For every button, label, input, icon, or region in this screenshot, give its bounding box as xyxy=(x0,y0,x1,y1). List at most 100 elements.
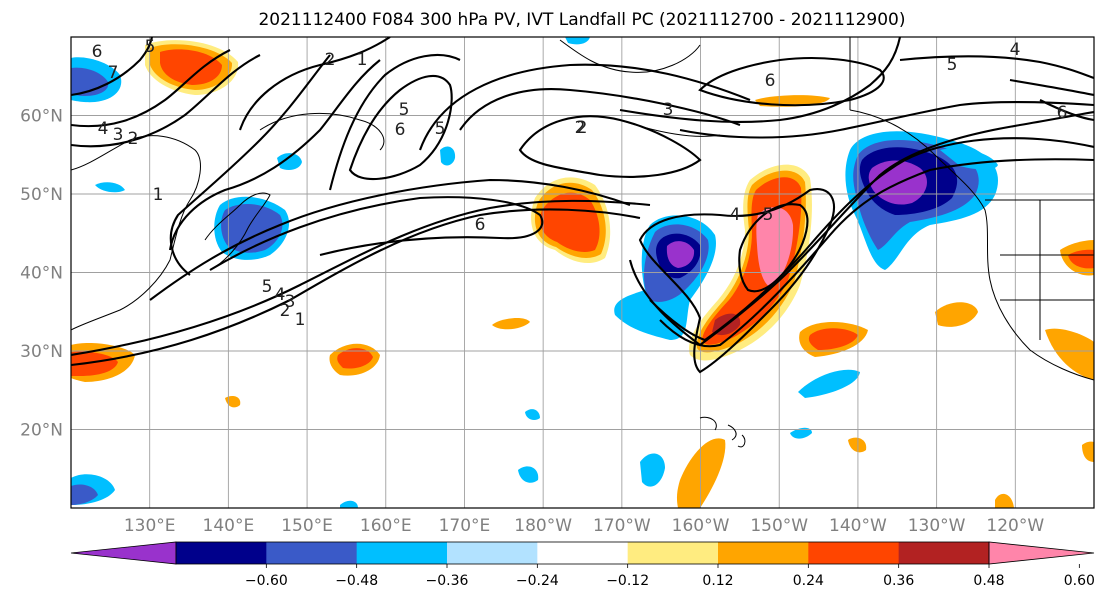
pv-contour-label: 2 xyxy=(128,129,139,149)
latitude-label: 20°N xyxy=(20,421,63,441)
pv-contour-label: 6 xyxy=(1057,103,1068,123)
colorbar-tick-label: 0.36 xyxy=(883,573,914,589)
positive-blob-3-core xyxy=(808,328,858,350)
colorbar-segment xyxy=(537,542,629,564)
pv-contour-label: 4 xyxy=(275,285,286,305)
negative-blob-3 xyxy=(95,182,125,193)
pv-contour-label: 4 xyxy=(98,119,109,139)
colorbar-segment xyxy=(898,542,990,564)
positive-blob-8 xyxy=(995,493,1014,508)
pv-contour-label: 1 xyxy=(295,310,306,330)
asia-coast xyxy=(71,135,201,331)
colorbar-tick-label: −0.24 xyxy=(516,573,559,589)
positive-blob-se xyxy=(1045,328,1094,380)
pv-contour-n1 xyxy=(168,59,381,251)
pv-contour-n2 xyxy=(169,54,331,276)
colorbar-tick-label: 0.12 xyxy=(702,573,733,589)
pv-contour-label: 5 xyxy=(435,119,446,139)
longitude-label: 140°W xyxy=(829,516,887,536)
north-america-coast xyxy=(849,109,1094,381)
pv-contour-2 xyxy=(71,199,651,357)
colorbar-segment xyxy=(176,542,267,564)
pv-contour-label: 4 xyxy=(730,205,741,225)
pv-contour-ridge-north xyxy=(619,37,902,123)
colorbar-tick-label: −0.36 xyxy=(426,573,469,589)
colorbar-segment xyxy=(447,542,538,564)
negative-blob-9 xyxy=(640,453,665,487)
colorbar-frame xyxy=(175,541,990,565)
pv-contour-label: 1 xyxy=(153,185,164,205)
pv-contour-label: 3 xyxy=(663,100,674,120)
negative-blob-4 xyxy=(565,37,590,45)
pv-contour-label: 2 xyxy=(325,50,336,70)
latitude-label: 60°N xyxy=(20,107,63,127)
negative-blob-5 xyxy=(798,369,860,398)
pv-contour-n5 xyxy=(71,49,231,128)
negative-anomaly-central-pacific xyxy=(614,215,716,340)
pv-contour-label: 2 xyxy=(577,118,588,138)
colorbar-tick-label: 0.60 xyxy=(1064,573,1095,589)
state-borders xyxy=(1000,200,1094,340)
longitude-label: 150°W xyxy=(750,516,808,536)
pv-contour-trough-inner xyxy=(738,203,809,293)
pv-contour-ne-2 xyxy=(1009,78,1094,97)
pv-contour-label: 6 xyxy=(475,215,486,235)
pv-contour-label: 2 xyxy=(575,118,586,138)
pv-contour-label: 5 xyxy=(145,37,156,57)
colorbar-segment xyxy=(356,542,448,564)
pv-contour-label: 6 xyxy=(92,42,103,62)
latitude-labels: 60°N 50°N 40°N 30°N 20°N xyxy=(20,107,63,441)
pv-contour-loop xyxy=(348,74,453,181)
hawaii-islands xyxy=(699,416,746,448)
pv-contour-mid-north xyxy=(419,63,751,151)
positive-anomaly-central-pacific-band xyxy=(689,164,812,361)
colorbar-tick-label: −0.60 xyxy=(245,573,288,589)
pv-contour-n6 xyxy=(71,37,154,97)
pv-contour-ne-3 xyxy=(1039,99,1094,122)
colorbar: −0.60 −0.48 −0.36 −0.24 −0.12 0.12 0.24 0.36 0.4… xyxy=(70,541,1095,589)
longitude-label: 160°W xyxy=(672,516,730,536)
negative-blob-8 xyxy=(518,466,539,483)
positive-blob-east-core xyxy=(1068,249,1094,269)
pv-contours xyxy=(71,37,1094,374)
pv-contour-label: 7 xyxy=(108,63,119,83)
longitude-label: 180°W xyxy=(514,516,572,536)
positive-blob-5 xyxy=(492,318,530,330)
map-frame xyxy=(70,36,1095,509)
pv-contour-label: 1 xyxy=(357,50,368,70)
positive-blob-south xyxy=(676,438,726,508)
latitude-label: 30°N xyxy=(20,342,63,362)
colorbar-segment xyxy=(266,542,358,564)
negative-blob-11 xyxy=(340,500,358,508)
negative-blob-10 xyxy=(940,148,998,170)
colorbar-segment xyxy=(718,542,809,564)
pv-contour-label: 5 xyxy=(399,100,410,120)
latitude-label: 50°N xyxy=(20,185,63,205)
latitude-label: 40°N xyxy=(20,264,63,284)
positive-anomaly-northwest xyxy=(145,40,239,95)
alaska-north-coast xyxy=(559,39,701,73)
negative-blob-sw-core xyxy=(71,484,98,505)
pv-contour-label: 3 xyxy=(285,292,296,312)
positive-blob-2-core xyxy=(337,348,373,369)
pv-contour-n4 xyxy=(71,54,261,148)
pv-contour-label: 6 xyxy=(395,120,406,140)
positive-blob-9 xyxy=(1082,441,1094,462)
pv-contour-label: 5 xyxy=(262,277,273,297)
longitude-label: 170°E xyxy=(439,516,491,536)
pv-contour-label: 4 xyxy=(1010,40,1021,60)
pv-contour-trough xyxy=(638,188,835,374)
colorbar-segment xyxy=(627,542,719,564)
negative-blob-2 xyxy=(440,146,456,166)
pv-contour-6 xyxy=(209,196,544,271)
negative-anomaly-northwest-core xyxy=(71,67,109,96)
positive-blob-6 xyxy=(848,437,867,453)
longitude-label: 140°E xyxy=(203,516,255,536)
longitude-label: 130°E xyxy=(124,516,176,536)
pv-contour-loop-2 xyxy=(518,115,702,178)
longitude-label: 130°W xyxy=(908,516,966,536)
pv-contour-label: 5 xyxy=(763,205,774,225)
